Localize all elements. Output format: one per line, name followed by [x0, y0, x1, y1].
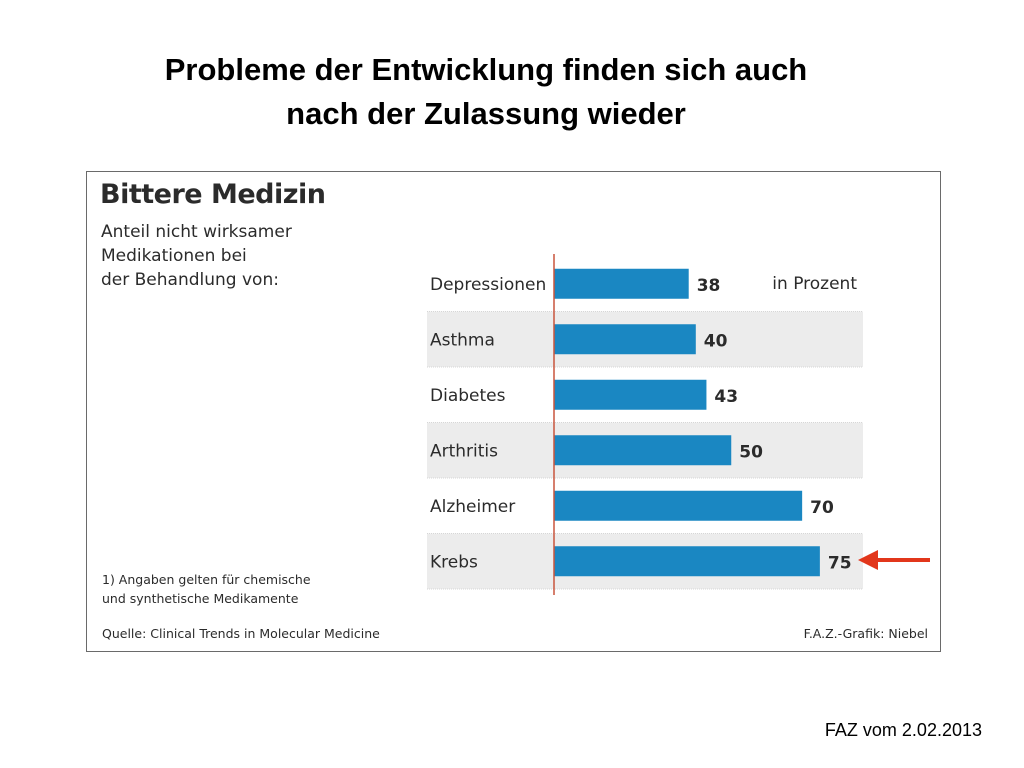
category-label-depressionen: Depressionen [430, 275, 546, 295]
value-label-asthma: 40 [704, 331, 728, 351]
category-label-asthma: Asthma [430, 330, 495, 350]
bar-series [554, 268, 820, 577]
bar-alzheimer [554, 490, 803, 521]
value-label-arthritis: 50 [739, 442, 763, 462]
chart-subtitle-line-2: Medikationen bei [101, 246, 247, 266]
value-label-diabetes: 43 [714, 387, 738, 407]
bar-diabetes [554, 379, 707, 410]
value-label-depressionen: 38 [697, 276, 721, 296]
slide-title: Probleme der Entwicklung finden sich auc… [0, 48, 972, 136]
slide-title-line-1: Probleme der Entwicklung finden sich auc… [164, 52, 808, 87]
graphic-credit: F.A.Z.-Grafik: Niebel [803, 626, 928, 641]
source-note: Quelle: Clinical Trends in Molecular Med… [102, 626, 380, 641]
unit-label: in Prozent [772, 274, 857, 294]
date-note: FAZ vom 2.02.2013 [824, 720, 982, 740]
value-labels: 38 40 43 50 70 75 [697, 276, 852, 574]
row-separators [427, 311, 863, 590]
slide-title-line-2: nach der Zulassung wieder [286, 96, 686, 131]
category-label-diabetes: Diabetes [430, 386, 506, 406]
footnote-line-2: und synthetische Medikamente [102, 591, 299, 606]
highlight-arrow-icon [858, 550, 930, 570]
chart-subtitle-line-3: der Behandlung von: [101, 270, 279, 290]
bar-arthritis [554, 435, 732, 466]
value-label-alzheimer: 70 [810, 498, 834, 518]
chart-figure: Bittere Medizin Anteil nicht wirksamer M… [86, 171, 941, 652]
chart-title: Bittere Medizin [100, 179, 326, 210]
bar-krebs [554, 546, 820, 577]
category-label-arthritis: Arthritis [430, 441, 498, 461]
footnote: 1) Angaben gelten für chemische und synt… [102, 570, 352, 608]
bar-depressionen [554, 268, 689, 299]
footnote-line-1: 1) Angaben gelten für chemische [102, 572, 311, 587]
chart-subtitle-line-1: Anteil nicht wirksamer [101, 222, 292, 242]
bar-chart: Depressionen Asthma Diabetes Arthritis Alzhe… [427, 254, 863, 595]
category-labels: Depressionen Asthma Diabetes Arthritis Alzhe… [430, 275, 546, 573]
value-label-krebs: 75 [828, 553, 852, 573]
category-label-alzheimer: Alzheimer [430, 497, 515, 517]
chart-subtitle: Anteil nicht wirksamer Medikationen bei … [101, 220, 331, 292]
bar-asthma [554, 324, 696, 355]
category-label-krebs: Krebs [430, 552, 478, 572]
